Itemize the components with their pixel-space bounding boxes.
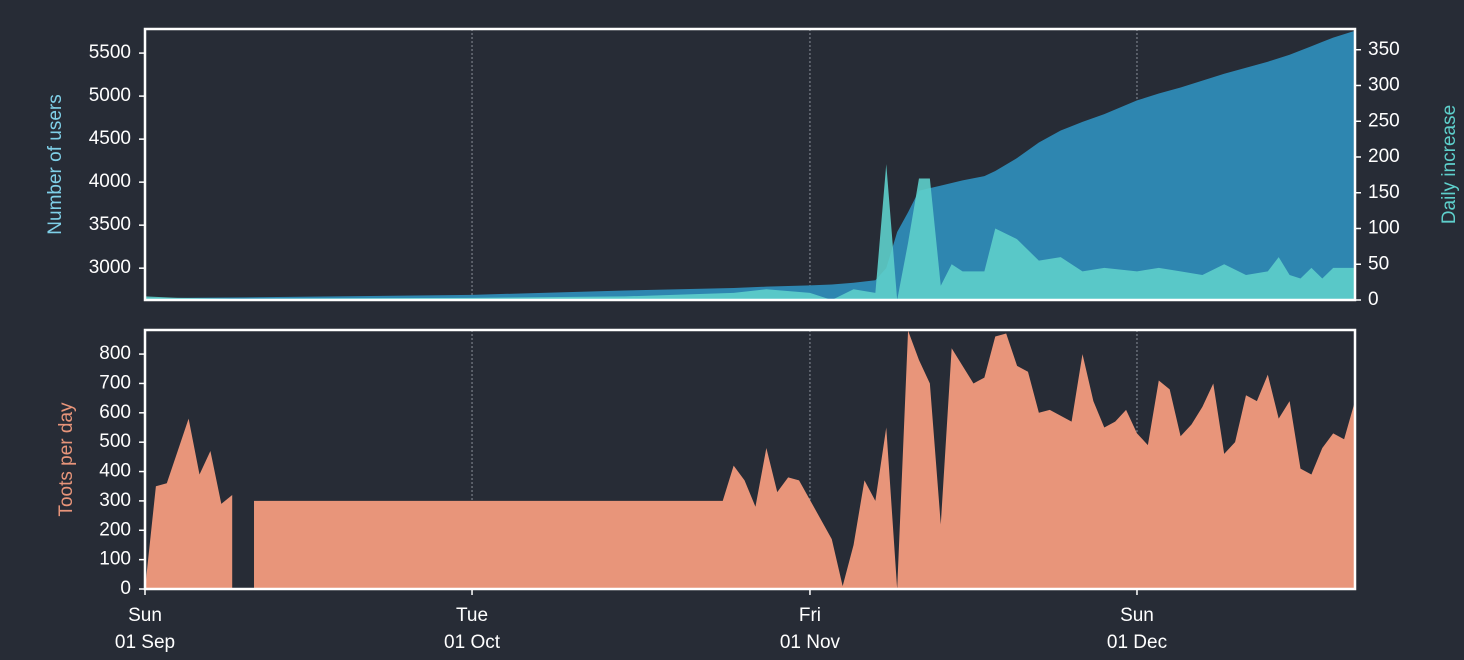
- x-tick-date: 01 Oct: [444, 632, 501, 653]
- plot-frame: [143, 27, 1357, 302]
- y2-tick-label: 50: [1368, 253, 1389, 274]
- area-series: [145, 30, 1355, 300]
- y2-tick-label: 0: [1368, 289, 1379, 310]
- y-tick-label: 0: [120, 578, 131, 599]
- y2-tick-label: 100: [1368, 218, 1400, 239]
- x-tick-label: Sun: [128, 605, 162, 626]
- y-tick-label: 400: [99, 461, 131, 482]
- plot-frame: [143, 328, 1357, 591]
- y-tick-label: 5000: [89, 85, 131, 106]
- y-tick-label: 4500: [89, 128, 131, 149]
- x-tick-label: Tue: [456, 605, 488, 626]
- x-tick-label: Sun: [1120, 605, 1154, 626]
- y-tick-label: 5500: [89, 42, 131, 63]
- y2-tick-label: 150: [1368, 182, 1400, 203]
- y-tick-label: 300: [99, 490, 131, 511]
- y-axis-label: Toots per day: [56, 402, 77, 517]
- y2-tick-label: 200: [1368, 146, 1400, 167]
- y2-tick-label: 350: [1368, 39, 1400, 60]
- y-tick-label: 600: [99, 402, 131, 423]
- x-tick-date: 01 Dec: [1107, 632, 1167, 653]
- y2-axis-label: Daily increase: [1439, 105, 1460, 224]
- y2-tick-label: 250: [1368, 110, 1400, 131]
- x-tick-date: 01 Sep: [115, 632, 175, 653]
- area-series: [145, 164, 1355, 300]
- y-tick-label: 800: [99, 343, 131, 364]
- y-tick-label: 3000: [89, 257, 131, 278]
- y-tick-label: 700: [99, 372, 131, 393]
- y-tick-label: 500: [99, 431, 131, 452]
- y-tick-label: 100: [99, 549, 131, 570]
- x-tick-date: 01 Nov: [780, 632, 841, 653]
- y-axis-label: Number of users: [45, 94, 66, 234]
- y-tick-label: 200: [99, 519, 131, 540]
- y-tick-label: 4000: [89, 171, 131, 192]
- x-tick-label: Fri: [799, 605, 821, 626]
- area-series: [145, 330, 1355, 589]
- y-tick-label: 3500: [89, 214, 131, 235]
- y2-tick-label: 300: [1368, 75, 1400, 96]
